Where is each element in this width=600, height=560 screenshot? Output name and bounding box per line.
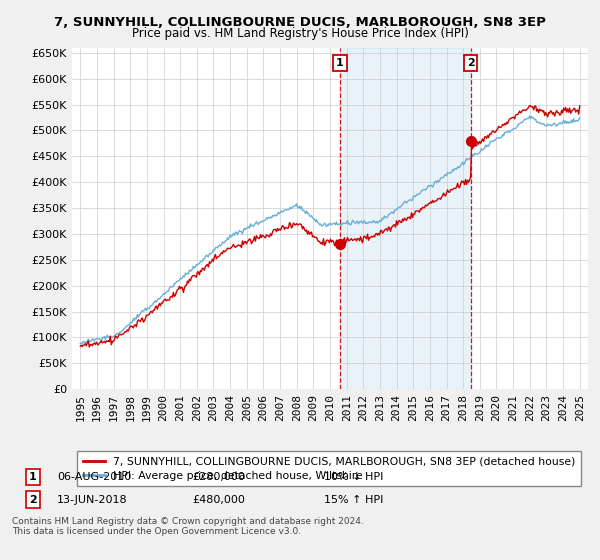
Text: 7, SUNNYHILL, COLLINGBOURNE DUCIS, MARLBOROUGH, SN8 3EP: 7, SUNNYHILL, COLLINGBOURNE DUCIS, MARLB…	[54, 16, 546, 29]
Bar	[340, 48, 470, 389]
Text: 1: 1	[336, 58, 344, 68]
Text: 2: 2	[467, 58, 475, 68]
Text: 13-JUN-2018: 13-JUN-2018	[57, 494, 128, 505]
Text: Price paid vs. HM Land Registry's House Price Index (HPI): Price paid vs. HM Land Registry's House …	[131, 27, 469, 40]
Text: £480,000: £480,000	[192, 494, 245, 505]
Text: £280,000: £280,000	[192, 472, 245, 482]
Text: 15% ↑ HPI: 15% ↑ HPI	[324, 494, 383, 505]
Text: 06-AUG-2010: 06-AUG-2010	[57, 472, 131, 482]
Text: 1: 1	[29, 472, 37, 482]
Text: 2: 2	[29, 494, 37, 505]
Text: Contains HM Land Registry data © Crown copyright and database right 2024.: Contains HM Land Registry data © Crown c…	[12, 517, 364, 526]
Legend: 7, SUNNYHILL, COLLINGBOURNE DUCIS, MARLBOROUGH, SN8 3EP (detached house), HPI: A: 7, SUNNYHILL, COLLINGBOURNE DUCIS, MARLB…	[77, 451, 581, 486]
Text: 10% ↓ HPI: 10% ↓ HPI	[324, 472, 383, 482]
Text: This data is licensed under the Open Government Licence v3.0.: This data is licensed under the Open Gov…	[12, 528, 301, 536]
